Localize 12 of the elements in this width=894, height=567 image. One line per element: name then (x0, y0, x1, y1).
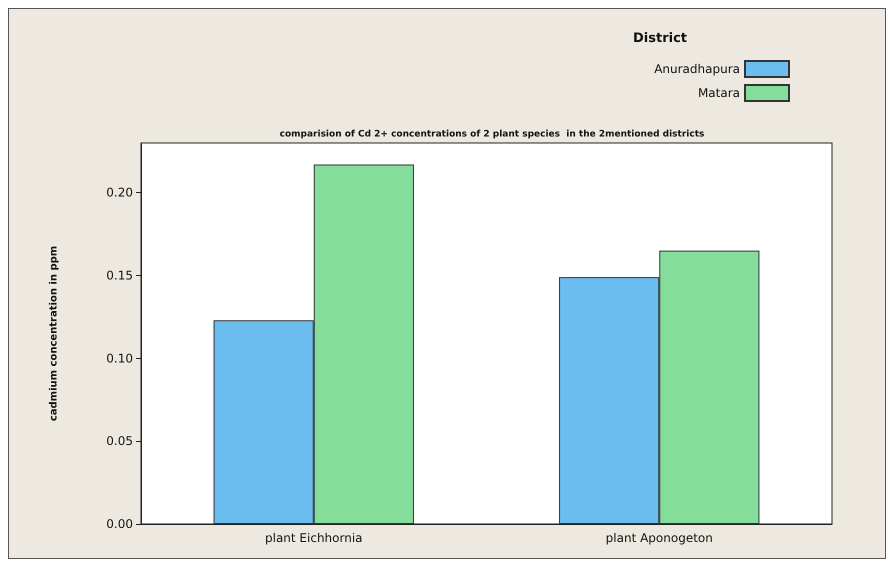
y-axis-title: cadmium concentration in ppm (48, 246, 60, 422)
y-tick-label: 0.20 (106, 186, 133, 200)
legend-label: Anuradhapura (654, 62, 740, 76)
chart-title: comparision of Cd 2+ concentrations of 2 plant species in the 2mentioned districts (280, 130, 704, 140)
x-tick-label: plant Aponogeton (606, 531, 713, 545)
legend-label: Matara (698, 86, 740, 100)
y-tick-label: 0.15 (106, 268, 133, 283)
legend-title: District (633, 31, 687, 46)
y-tick-label: 0.00 (106, 517, 133, 531)
y-tick-label: 0.10 (106, 351, 133, 366)
x-tick-label: plant Eichhornia (264, 531, 363, 545)
y-tick-label: 0.05 (106, 434, 133, 448)
